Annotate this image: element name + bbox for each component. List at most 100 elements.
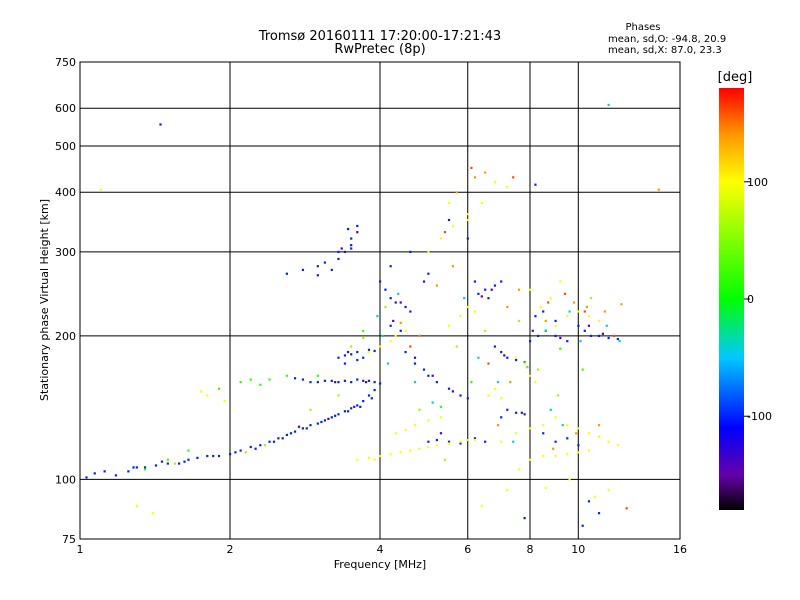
data-point: [587, 432, 591, 435]
data-point: [597, 424, 601, 427]
data-point: [370, 397, 373, 400]
data-point: [404, 350, 407, 354]
data-point: [447, 218, 451, 222]
data-point: [435, 381, 438, 384]
grid-lines: [80, 62, 680, 539]
y-tick-label: 200: [55, 330, 76, 343]
data-point: [451, 265, 455, 268]
data-point: [503, 354, 506, 357]
data-point: [512, 440, 515, 443]
data-point: [343, 362, 347, 365]
y-tick-label: 75: [62, 533, 76, 546]
data-point: [362, 356, 365, 359]
data-point: [480, 504, 483, 508]
data-point: [603, 310, 606, 313]
data-point: [340, 247, 343, 250]
data-point: [512, 176, 515, 179]
data-point: [196, 456, 199, 459]
data-point: [389, 297, 392, 300]
data-point: [577, 451, 580, 454]
data-point: [309, 381, 312, 384]
data-point: [607, 440, 610, 443]
data-point: [154, 464, 158, 467]
data-point: [455, 345, 458, 348]
data-point: [422, 368, 426, 371]
data-point: [389, 453, 392, 456]
data-point: [473, 280, 477, 283]
data-point: [350, 353, 353, 356]
data-point: [559, 336, 562, 340]
data-point: [350, 345, 353, 348]
data-point: [500, 416, 503, 419]
data-point: [566, 340, 569, 343]
data-point: [459, 315, 462, 318]
data-point: [206, 454, 209, 458]
data-point: [529, 374, 532, 377]
data-point: [356, 378, 359, 381]
data-point: [337, 413, 340, 416]
data-point: [356, 404, 359, 407]
data-point: [239, 449, 242, 452]
data-point: [447, 387, 451, 390]
data-point: [589, 334, 593, 338]
data-point: [506, 408, 509, 411]
data-point: [132, 466, 135, 469]
x-tick-label: 1: [77, 543, 84, 556]
data-point: [346, 410, 350, 413]
data-point: [316, 265, 319, 268]
data-point: [353, 405, 356, 408]
data-point: [356, 350, 359, 354]
data-point: [539, 305, 542, 309]
data-point: [301, 427, 305, 430]
data-point: [459, 442, 462, 445]
data-point: [367, 379, 371, 382]
data-point: [217, 454, 221, 458]
data-point: [389, 324, 392, 327]
data-point: [431, 401, 434, 404]
data-point: [431, 374, 434, 377]
colorbar-label: [deg]: [718, 70, 753, 85]
data-points: [85, 103, 660, 527]
data-point: [515, 411, 518, 414]
data-point: [542, 432, 545, 435]
data-point: [394, 301, 397, 304]
data-point: [534, 315, 537, 318]
data-point: [493, 345, 497, 348]
data-point: [466, 305, 469, 309]
data-point: [397, 292, 400, 295]
data-point: [443, 458, 447, 461]
data-point: [427, 419, 430, 422]
data-point: [484, 171, 487, 174]
data-point: [597, 512, 601, 515]
data-point: [379, 382, 382, 385]
data-point: [534, 381, 537, 384]
data-point: [547, 301, 550, 304]
data-point: [473, 437, 477, 440]
data-point: [554, 440, 557, 443]
data-point: [529, 458, 532, 461]
data-point: [577, 444, 580, 447]
data-point: [566, 453, 569, 456]
data-point: [587, 449, 591, 452]
data-point: [394, 334, 397, 338]
data-point: [384, 305, 387, 309]
data-point: [323, 379, 327, 382]
data-point: [477, 292, 480, 295]
data-point: [620, 303, 623, 306]
data-point: [249, 378, 252, 381]
stats-o-mode: mean, sd,O: -94.8, 20.9: [608, 34, 726, 45]
data-point: [544, 319, 547, 323]
data-point: [484, 288, 487, 291]
data-point: [484, 440, 487, 443]
data-point: [517, 288, 521, 291]
data-point: [418, 447, 421, 450]
data-point: [529, 340, 532, 343]
x-tick-labels: 1 2 4 6 8 10 16: [77, 543, 688, 556]
data-point: [531, 329, 534, 332]
data-point: [367, 394, 371, 397]
data-point: [581, 368, 584, 371]
x-tick-label: 10: [571, 543, 585, 556]
data-point: [552, 447, 555, 450]
colorbar-tick-label: 0: [747, 293, 754, 306]
